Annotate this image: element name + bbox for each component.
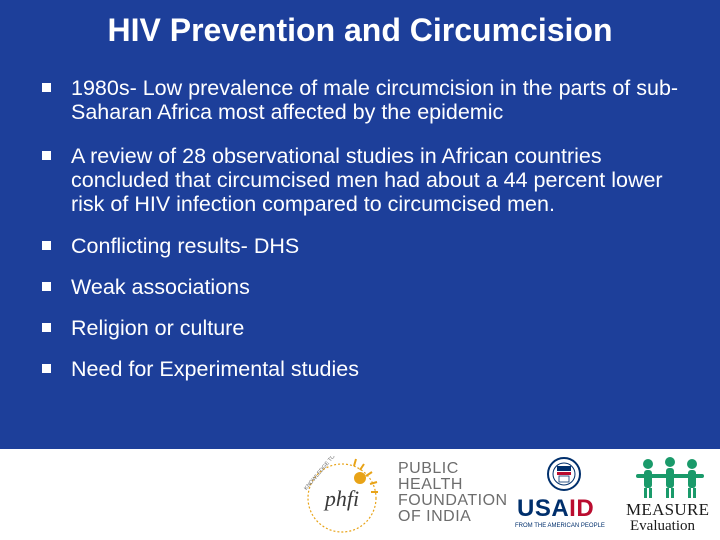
square-bullet-icon — [42, 323, 51, 332]
bullet-item: Conflicting results- DHS — [42, 234, 692, 258]
usaid-wordmark: USAID — [517, 495, 595, 522]
bullet-item: Need for Experimental studies — [42, 357, 692, 381]
slide-title: HIV Prevention and Circumcision — [107, 12, 613, 48]
usaid-logo: USAID FROM THE AMERICAN PEOPLE — [514, 456, 614, 536]
bullet-text: Need for Experimental studies — [71, 357, 360, 381]
square-bullet-icon — [42, 282, 51, 291]
square-bullet-icon — [42, 364, 51, 373]
phfi-name-logo: PUBLIC HEALTH FOUNDATION OF INDIA — [398, 461, 508, 525]
phfi-name-line: FOUNDATION — [398, 492, 508, 509]
bullet-item: Religion or culture — [42, 316, 692, 340]
usaid-seal-icon — [547, 457, 581, 491]
measure-evaluation-logo: MEASURE Evaluation — [622, 456, 718, 538]
sun-rays-icon — [353, 458, 378, 493]
measure-subtitle: Evaluation — [630, 518, 695, 534]
square-bullet-icon — [42, 241, 51, 250]
bullet-item: Weak associations — [42, 275, 692, 299]
usaid-tagline: FROM THE AMERICAN PEOPLE — [515, 523, 605, 529]
measure-wordmark: MEASURE — [626, 500, 710, 519]
phfi-name-line: OF INDIA — [398, 508, 472, 525]
bullet-item: 1980s- Low prevalence of male circumcisi… — [42, 76, 692, 124]
bullet-text: Weak associations — [71, 275, 250, 299]
logo-footer — [0, 449, 720, 540]
bullet-text: Conflicting results- DHS — [71, 234, 300, 258]
people-figures-icon — [636, 457, 704, 498]
phfi-seal-text: phfi — [323, 486, 359, 511]
square-bullet-icon — [42, 151, 51, 160]
bullet-text: A review of 28 observational studies in … — [71, 144, 663, 216]
square-bullet-icon — [42, 83, 51, 92]
bullet-text: Religion or culture — [71, 316, 245, 340]
bullet-text: 1980s- Low prevalence of male circumcisi… — [71, 76, 679, 124]
bullet-list: 1980s- Low prevalence of male circumcisi… — [42, 76, 692, 381]
bullet-item: A review of 28 observational studies in … — [42, 144, 692, 216]
phfi-name-line: HEALTH — [398, 476, 463, 493]
phfi-seal-logo: phfi KNOWLEDGE TO ACTION — [303, 456, 378, 533]
phfi-name-line: PUBLIC — [398, 460, 459, 477]
